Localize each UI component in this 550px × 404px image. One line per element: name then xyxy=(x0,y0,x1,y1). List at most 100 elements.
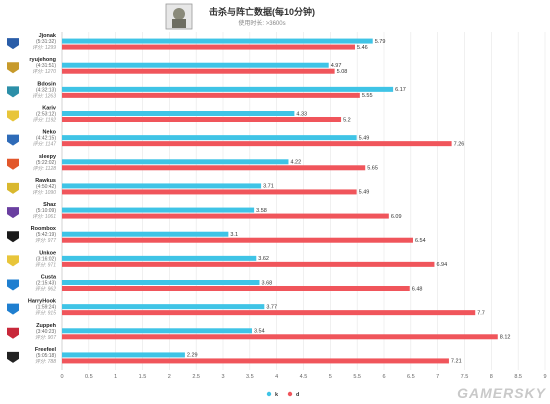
bar-k-value: 3.62 xyxy=(258,256,269,262)
bar-d-value: 7.7 xyxy=(477,310,485,316)
player-score: 评分: 971 xyxy=(35,261,56,268)
bar-d-value: 5.49 xyxy=(359,190,370,196)
player-time: (3:16:02) xyxy=(36,256,56,262)
bar-d[interactable] xyxy=(62,189,357,195)
x-tick-label: 9 xyxy=(543,374,546,380)
bar-k[interactable] xyxy=(62,38,373,44)
x-tick-label: 5.5 xyxy=(353,374,361,380)
player-time: (4:42:15) xyxy=(36,136,56,142)
bar-k-value: 3.68 xyxy=(261,280,272,286)
legend[interactable]: k d xyxy=(266,391,300,398)
player-row: Zuppeh(3:40:23)评分: 907 3.54 8.12 xyxy=(7,323,510,341)
legend-k-label[interactable]: k xyxy=(275,392,279,398)
player-name: Zuppeh xyxy=(36,323,56,329)
player-score: 评分: 788 xyxy=(35,358,56,365)
player-score: 评分: 1263 xyxy=(32,92,56,99)
bar-d-value: 5.55 xyxy=(362,93,373,99)
team-logo-icon xyxy=(7,38,19,50)
bar-k[interactable] xyxy=(62,62,329,68)
chart-title: 击杀与阵亡数据(每10分钟) xyxy=(209,6,315,17)
bar-k[interactable] xyxy=(62,304,265,310)
x-tick-label: 4.5 xyxy=(300,374,308,380)
bar-d-value: 5.2 xyxy=(343,117,351,123)
player-name: sleepy xyxy=(39,154,57,160)
bar-k[interactable] xyxy=(62,231,229,237)
bar-d[interactable] xyxy=(62,44,356,50)
bar-d-value: 6.54 xyxy=(415,238,426,244)
player-score: 评分: 1147 xyxy=(32,141,56,148)
team-logo-icon xyxy=(7,158,19,170)
bar-d-value: 6.48 xyxy=(412,286,423,292)
player-score: 评分: 1090 xyxy=(32,189,56,196)
player-name: Neko xyxy=(43,130,57,136)
watermark: GAMERSKY xyxy=(457,385,547,401)
team-logo-icon xyxy=(7,279,19,291)
bar-k-value: 5.49 xyxy=(359,135,370,141)
player-time: (5:31:32) xyxy=(36,39,56,45)
bar-d[interactable] xyxy=(62,286,410,291)
bar-d[interactable] xyxy=(62,310,476,316)
bar-k[interactable] xyxy=(62,207,255,213)
bar-d[interactable] xyxy=(62,141,452,147)
bar-k[interactable] xyxy=(62,352,185,358)
player-score: 评分: 1061 xyxy=(32,213,56,220)
bar-k[interactable] xyxy=(62,328,252,334)
bar-k[interactable] xyxy=(62,183,262,189)
bar-k[interactable] xyxy=(62,159,289,165)
bar-d[interactable] xyxy=(62,117,342,122)
team-logo-icon xyxy=(7,351,19,363)
player-row: HarryHook(1:59:24)评分: 915 3.77 7.7 xyxy=(7,299,485,317)
bar-k[interactable] xyxy=(62,86,394,92)
bar-k[interactable] xyxy=(62,280,260,285)
player-row: ryujehong(4:31:51)评分: 1270 4.975.08 xyxy=(7,57,347,75)
team-logo-icon xyxy=(7,255,19,267)
x-tick-label: 7 xyxy=(436,374,439,380)
bar-d-value: 7.26 xyxy=(454,141,465,147)
player-score: 评分: 962 xyxy=(35,286,56,293)
legend-k-marker xyxy=(266,391,272,397)
player-time: (5:42:19) xyxy=(36,232,56,238)
bar-d[interactable] xyxy=(62,165,366,171)
player-row: sleepy(5:22:02)评分: 1128 4.22 5.65 xyxy=(7,154,378,172)
bar-d[interactable] xyxy=(62,237,413,243)
team-logo-icon xyxy=(7,327,19,339)
player-time: (5:05:18) xyxy=(36,353,56,359)
x-tick-label: 2.5 xyxy=(192,374,200,380)
team-logo-icon xyxy=(7,303,19,315)
bar-d[interactable] xyxy=(62,358,449,364)
player-score: 评分: 907 xyxy=(35,334,56,341)
player-name: Shaz xyxy=(43,202,56,208)
bar-k[interactable] xyxy=(62,255,257,261)
bar-k-value: 3.1 xyxy=(230,232,238,238)
bar-d[interactable] xyxy=(62,334,498,340)
player-row: Bdosin(4:32:13)评分: 1263 6.17 5.55 xyxy=(7,81,406,99)
bar-k-value: 3.54 xyxy=(254,329,265,335)
x-tick-label: 0.5 xyxy=(85,374,93,380)
bar-d[interactable] xyxy=(62,213,389,219)
player-row: Kariv(2:53:12)评分: 1192 4.33 5.2 xyxy=(7,106,351,124)
team-logo-icon xyxy=(7,231,19,243)
bar-k[interactable] xyxy=(62,111,295,116)
bar-k[interactable] xyxy=(62,135,357,141)
soldier-portrait-icon xyxy=(173,8,185,20)
player-time: (3:40:23) xyxy=(36,329,56,335)
bar-d[interactable] xyxy=(62,261,435,267)
bar-k-value: 3.77 xyxy=(266,304,277,310)
player-score: 评分: 977 xyxy=(35,237,56,244)
legend-d-label[interactable]: d xyxy=(296,392,299,398)
team-logo-icon xyxy=(7,182,19,194)
bar-d-value: 6.94 xyxy=(436,262,447,268)
player-row: Jjonak(5:31:32)评分: 1299 5.79 5.46 xyxy=(7,33,385,51)
bar-d[interactable] xyxy=(62,68,335,74)
bar-k-value: 6.17 xyxy=(395,87,406,93)
bar-k-value: 5.79 xyxy=(375,39,386,45)
player-row: Roombox(5:42:19)评分: 977 3.1 6.54 xyxy=(7,226,426,244)
bar-d[interactable] xyxy=(62,92,360,98)
player-row: Neko(4:42:15)评分: 1147 5.49 7.26 xyxy=(7,130,464,148)
player-row: Custa(2:15:43)评分: 962 3.68 6.48 xyxy=(7,275,422,293)
player-time: (4:50:42) xyxy=(36,184,56,190)
chart-subtitle: 使用时长: >3600s xyxy=(238,19,285,27)
player-name: Roombox xyxy=(31,226,57,232)
x-tick-label: 1 xyxy=(114,374,117,380)
